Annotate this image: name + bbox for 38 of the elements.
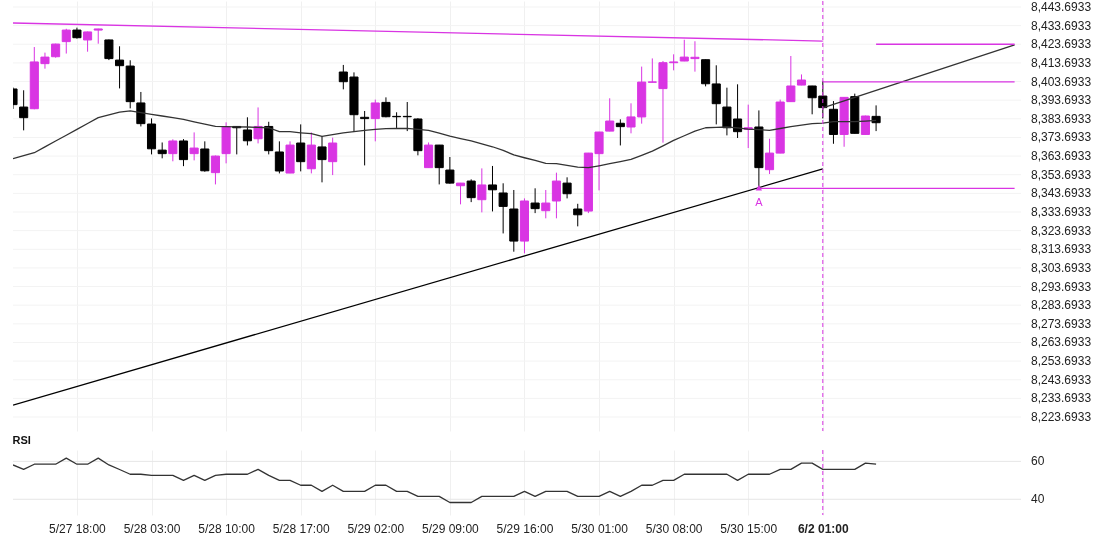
- y-tick-label: 8,403.6933: [1031, 74, 1092, 89]
- y-tick-label: 8,373.6933: [1031, 130, 1092, 145]
- x-tick-label: 5/29 09:00: [422, 521, 480, 536]
- x-tick-label: 5/30 08:00: [645, 521, 703, 536]
- y-tick-label: 8,303.6933: [1031, 260, 1092, 275]
- y-tick-label: 8,423.6933: [1031, 37, 1092, 52]
- y-tick-label: 8,363.6933: [1031, 149, 1092, 164]
- y-tick-label: 8,433.6933: [1031, 18, 1092, 33]
- y-tick-label: 8,293.6933: [1031, 279, 1092, 294]
- x-tick-label: 6/2 01:00: [797, 521, 849, 536]
- x-tick-label: 5/28 03:00: [123, 521, 181, 536]
- x-tick-label: 5/27 18:00: [49, 521, 107, 536]
- y-tick-label: 8,383.6933: [1031, 111, 1092, 126]
- y-tick-label: 40: [1031, 492, 1045, 507]
- x-tick-label: 5/30 01:00: [571, 521, 629, 536]
- y-tick-label: 8,243.6933: [1031, 372, 1092, 387]
- x-tick-label: 5/28 17:00: [272, 521, 330, 536]
- y-tick-label: 60: [1031, 454, 1045, 469]
- y-tick-label: 8,353.6933: [1031, 167, 1092, 182]
- y-tick-label: 8,273.6933: [1031, 316, 1092, 331]
- x-tick-label: 5/28 10:00: [198, 521, 256, 536]
- y-tick-label: 8,233.6933: [1031, 391, 1092, 406]
- x-tick-label: 5/29 02:00: [347, 521, 405, 536]
- y-tick-label: 8,393.6933: [1031, 93, 1092, 108]
- y-tick-label: 8,223.6933: [1031, 410, 1092, 425]
- y-tick-label: 8,263.6933: [1031, 335, 1092, 350]
- y-tick-label: 8,343.6933: [1031, 186, 1092, 201]
- y-tick-label: 8,283.6933: [1031, 298, 1092, 313]
- y-tick-label: 8,253.6933: [1031, 354, 1092, 369]
- x-tick-label: 5/29 16:00: [496, 521, 554, 536]
- y-tick-label: 8,413.6933: [1031, 55, 1092, 70]
- y-tick-label: 8,333.6933: [1031, 205, 1092, 220]
- x-tick-label: 5/30 15:00: [720, 521, 778, 536]
- y-tick-label: 8,313.6933: [1031, 242, 1092, 257]
- chart-title: RSI: [12, 433, 31, 446]
- y-tick-label: 8,443.6933: [1031, 0, 1092, 14]
- y-tick-label: 8,323.6933: [1031, 223, 1092, 238]
- data-label: A: [755, 195, 764, 208]
